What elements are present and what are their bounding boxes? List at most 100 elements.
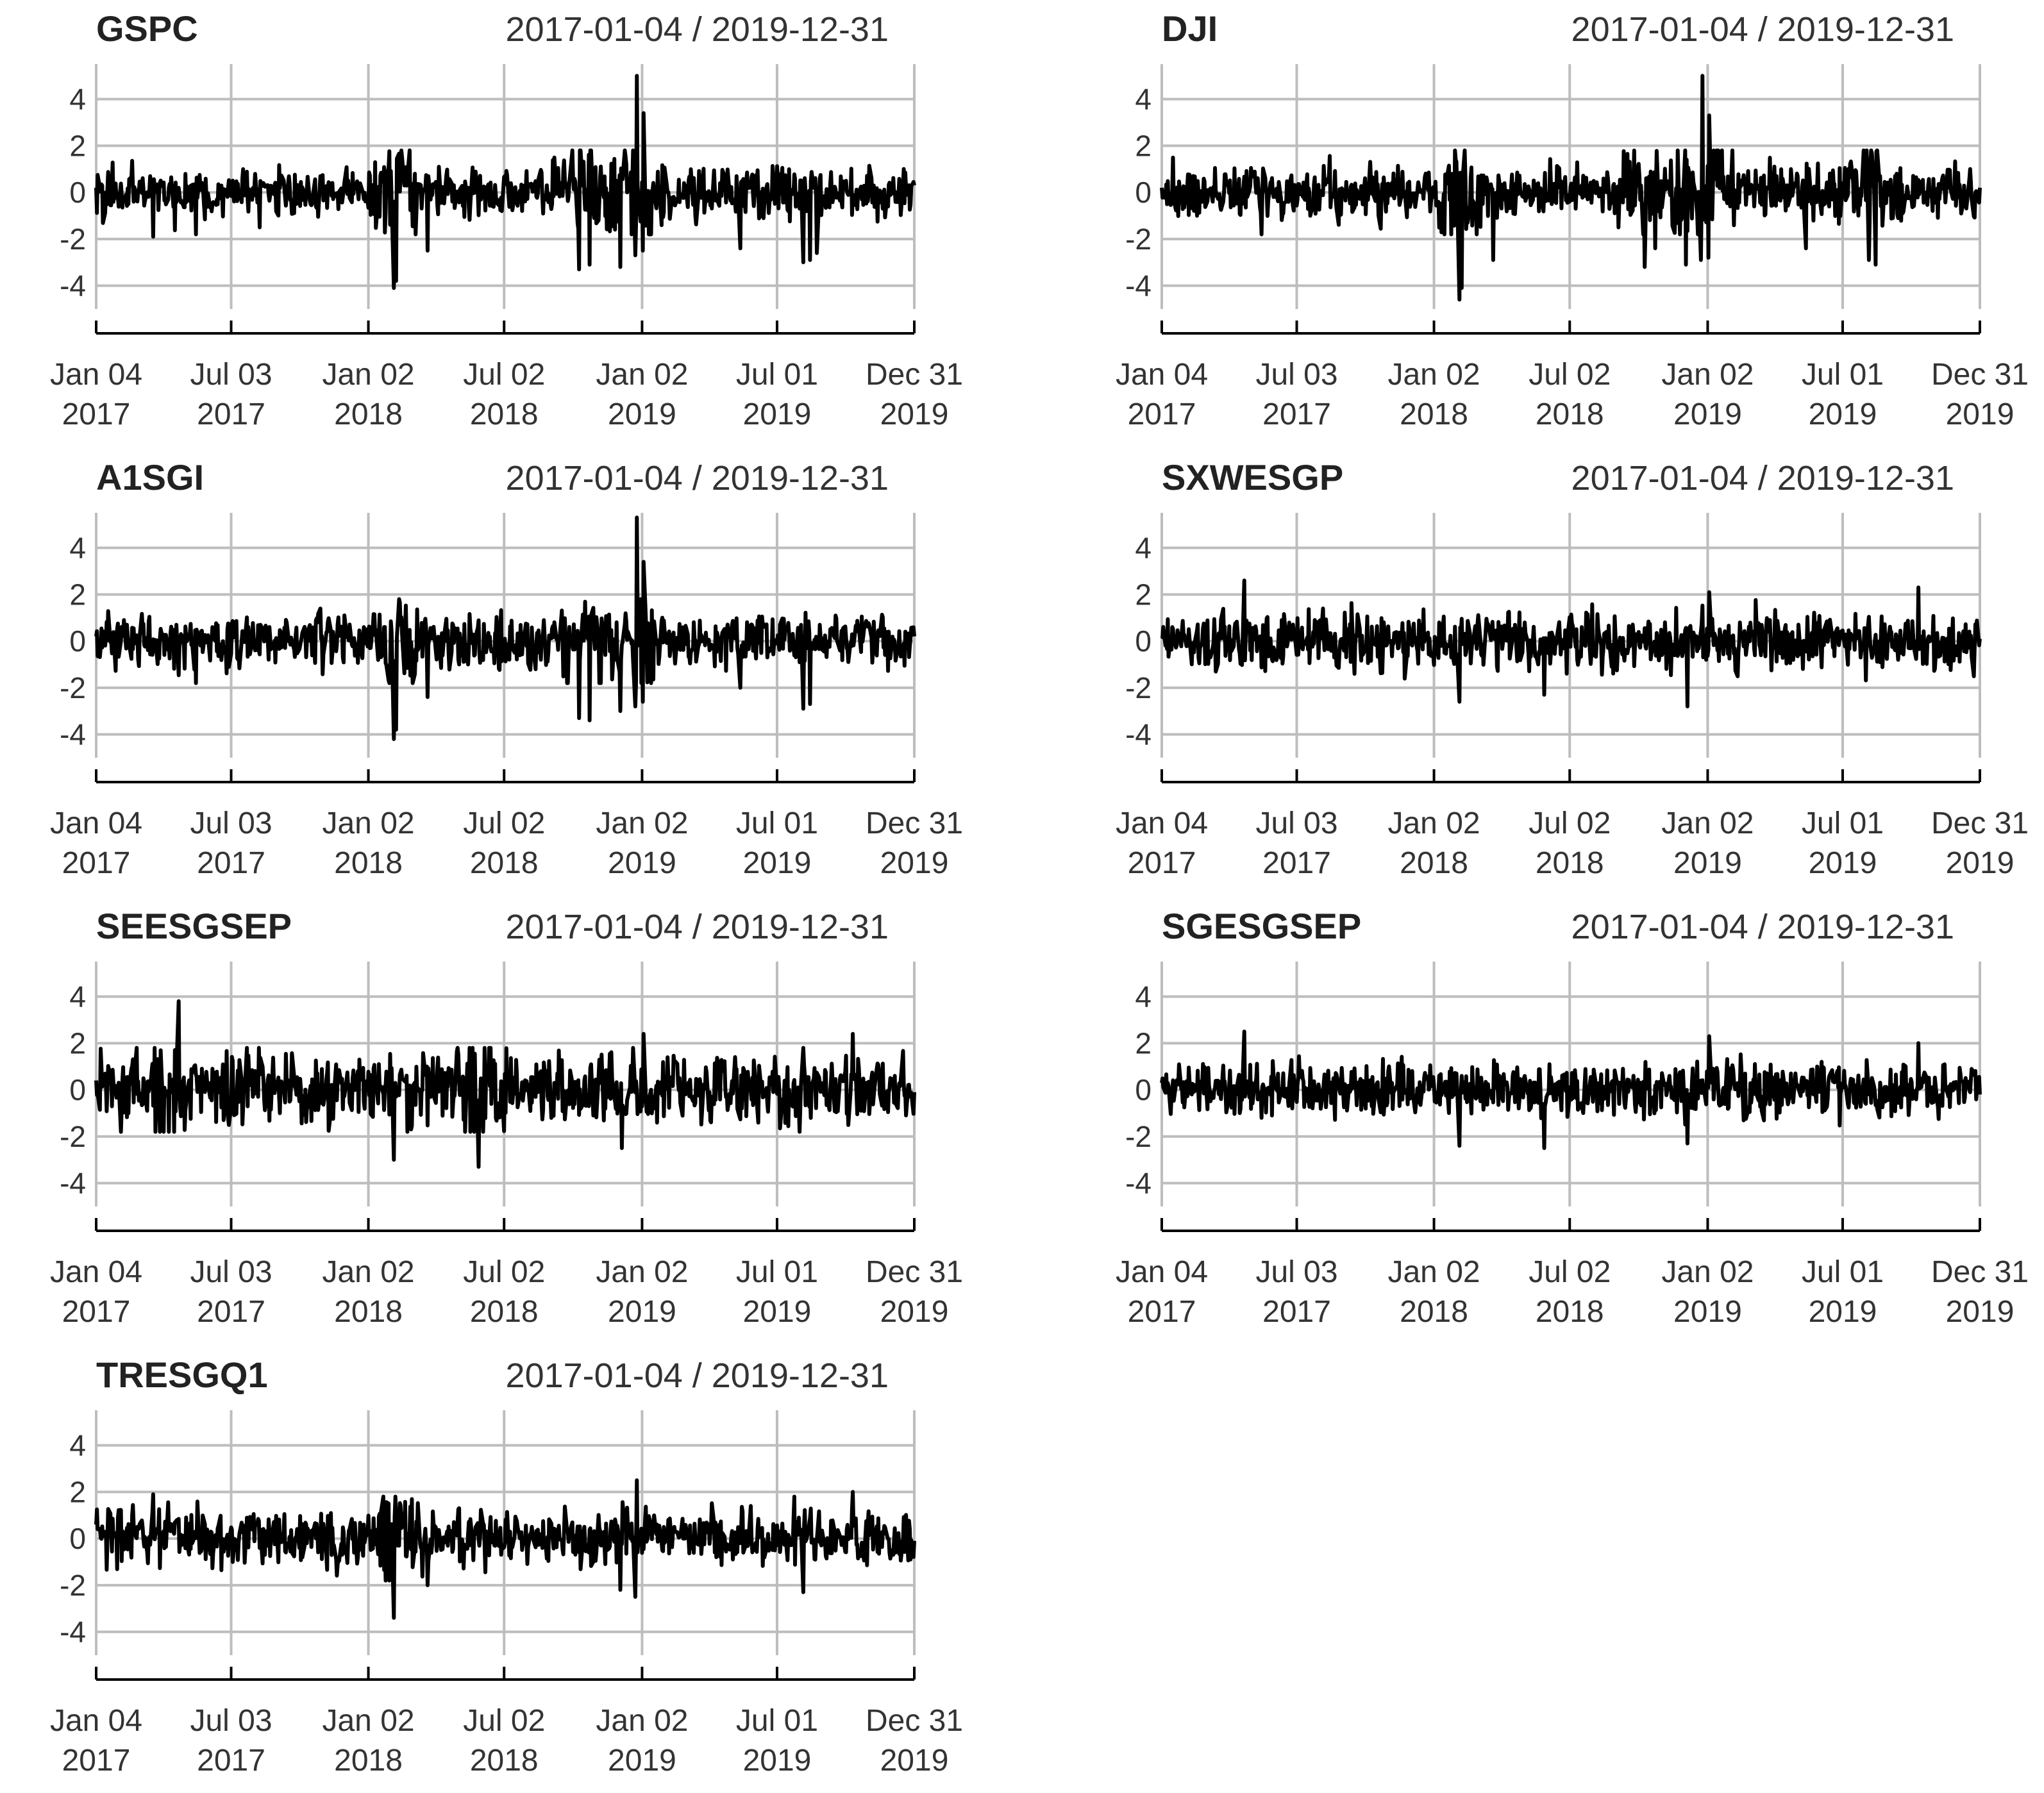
x-tick-label-year: 2017 <box>197 846 265 880</box>
y-tick-label: 0 <box>69 624 86 658</box>
x-tick-label-date: Jan 02 <box>596 806 688 840</box>
return-series-line <box>94 515 916 741</box>
return-series-line <box>94 74 916 290</box>
x-tick-label-date: Jan 04 <box>50 358 142 392</box>
x-tick-label-date: Jan 02 <box>596 1704 688 1738</box>
x-tick-label-date: Jul 01 <box>736 1255 818 1289</box>
x-tick-label-date: Jul 03 <box>1255 806 1337 840</box>
x-tick-label-date: Dec 31 <box>866 1255 963 1289</box>
x-tick-label-date: Jan 02 <box>1387 1255 1480 1289</box>
y-tick-label: 4 <box>69 83 86 116</box>
y-tick-label: 4 <box>1135 531 1152 565</box>
y-tick-label: -4 <box>60 269 86 303</box>
x-tick-label-date: Jul 01 <box>736 806 818 840</box>
x-tick-label-year: 2018 <box>470 397 539 431</box>
x-tick-label-year: 2017 <box>1262 846 1331 880</box>
panel-date-range: 2017-01-04 / 2019-12-31 <box>506 459 889 497</box>
x-tick-label-year: 2018 <box>1400 846 1468 880</box>
x-tick-label-date: Jul 02 <box>1529 1255 1611 1289</box>
y-tick-label: 4 <box>69 1429 86 1462</box>
panel-date-range: 2017-01-04 / 2019-12-31 <box>1571 10 1954 49</box>
x-tick-label-year: 2018 <box>1400 397 1468 431</box>
y-tick-label: -4 <box>1125 718 1152 751</box>
panel-gspc: GSPC 2017-01-04 / 2019-12-31 4 2 0 -2 -4 Jan 04… <box>50 8 963 431</box>
y-tick-label: -4 <box>60 1615 86 1649</box>
y-tick-label: -2 <box>1125 222 1152 256</box>
panel-date-range: 2017-01-04 / 2019-12-31 <box>1571 908 1954 946</box>
x-tick-label-year: 2017 <box>1262 1295 1331 1329</box>
x-tick-label-date: Dec 31 <box>866 1704 963 1738</box>
x-tick-label-date: Jul 01 <box>1802 806 1884 840</box>
x-tick-label-date: Jan 02 <box>596 358 688 392</box>
y-tick-label: 2 <box>69 578 86 611</box>
y-tick-label: 4 <box>69 980 86 1013</box>
x-tick-label-year: 2018 <box>470 1295 539 1329</box>
panel-title: DJI <box>1162 8 1218 49</box>
x-tick-label-date: Jul 02 <box>1529 358 1611 392</box>
x-tick-label-year: 2018 <box>334 1744 403 1778</box>
y-tick-label: -4 <box>1125 269 1152 303</box>
y-tick-label: -2 <box>60 1120 86 1153</box>
x-tick-label-year: 2018 <box>1536 846 1604 880</box>
x-tick-label-year: 2018 <box>1536 1295 1604 1329</box>
panel-sgesgsep: SGESGSEP 2017-01-04 / 2019-12-31 4 2 0 -2 -4 Ja… <box>1116 906 2029 1329</box>
x-tick-label-year: 2018 <box>470 1744 539 1778</box>
y-tick-label: -2 <box>1125 671 1152 705</box>
x-tick-label-year: 2019 <box>1673 1295 1742 1329</box>
x-tick-label-date: Jul 01 <box>1802 1255 1884 1289</box>
y-tick-label: 0 <box>69 176 86 209</box>
y-tick-label: -4 <box>60 718 86 751</box>
panel-date-range: 2017-01-04 / 2019-12-31 <box>506 10 889 49</box>
x-tick-label-date: Jul 01 <box>736 358 818 392</box>
x-tick-label-year: 2019 <box>1673 846 1742 880</box>
x-tick-label-date: Jul 03 <box>190 806 272 840</box>
panel-title: SGESGSEP <box>1162 906 1361 946</box>
y-tick-label: -4 <box>1125 1167 1152 1200</box>
x-tick-label-date: Dec 31 <box>1931 806 2029 840</box>
x-tick-label-year: 2018 <box>1536 397 1604 431</box>
x-tick-label-year: 2019 <box>743 846 812 880</box>
x-tick-label-year: 2017 <box>1128 846 1196 880</box>
x-tick-label-year: 2017 <box>62 846 131 880</box>
y-tick-label: 2 <box>1135 578 1152 611</box>
x-tick-label-year: 2017 <box>1128 397 1196 431</box>
y-tick-label: -4 <box>60 1167 86 1200</box>
y-tick-label: 2 <box>1135 1026 1152 1060</box>
y-tick-label: 0 <box>1135 1073 1152 1106</box>
x-tick-label-year: 2019 <box>880 1295 949 1329</box>
y-tick-label: 2 <box>1135 129 1152 162</box>
x-tick-label-date: Jan 02 <box>1661 358 1754 392</box>
x-tick-label-year: 2017 <box>1262 397 1331 431</box>
x-tick-label-year: 2018 <box>470 846 539 880</box>
x-tick-label-date: Jul 03 <box>190 1255 272 1289</box>
x-tick-label-year: 2019 <box>880 846 949 880</box>
x-tick-label-date: Jan 02 <box>322 1704 414 1738</box>
y-tick-label: 0 <box>69 1073 86 1106</box>
panel-date-range: 2017-01-04 / 2019-12-31 <box>1571 459 1954 497</box>
panel-a1sgi: A1SGI 2017-01-04 / 2019-12-31 4 2 0 -2 -4 Jan 0… <box>50 457 963 880</box>
y-tick-label: -2 <box>60 671 86 705</box>
x-tick-label-year: 2019 <box>743 397 812 431</box>
x-tick-label-date: Jan 02 <box>1661 806 1754 840</box>
panel-title: TRESGQ1 <box>96 1355 268 1395</box>
y-tick-label: 2 <box>69 1026 86 1060</box>
y-tick-label: 4 <box>69 531 86 565</box>
y-tick-label: 2 <box>69 129 86 162</box>
x-tick-label-date: Jul 02 <box>1529 806 1611 840</box>
x-tick-label-date: Jan 02 <box>322 358 414 392</box>
x-tick-label-date: Jul 02 <box>463 358 545 392</box>
x-tick-label-date: Jan 02 <box>1661 1255 1754 1289</box>
x-tick-label-year: 2017 <box>197 1295 265 1329</box>
x-tick-label-date: Jan 02 <box>1387 806 1480 840</box>
x-tick-label-date: Jan 04 <box>1116 358 1208 392</box>
x-tick-label-date: Jan 04 <box>50 806 142 840</box>
y-tick-label: 0 <box>69 1522 86 1555</box>
x-tick-label-year: 2018 <box>334 846 403 880</box>
panel-title: GSPC <box>96 8 198 49</box>
x-tick-label-year: 2019 <box>743 1744 812 1778</box>
x-tick-label-year: 2017 <box>1128 1295 1196 1329</box>
panel-sxwesgp: SXWESGP 2017-01-04 / 2019-12-31 4 2 0 -2 -4 Jan… <box>1116 457 2029 880</box>
x-tick-label-date: Jan 02 <box>596 1255 688 1289</box>
